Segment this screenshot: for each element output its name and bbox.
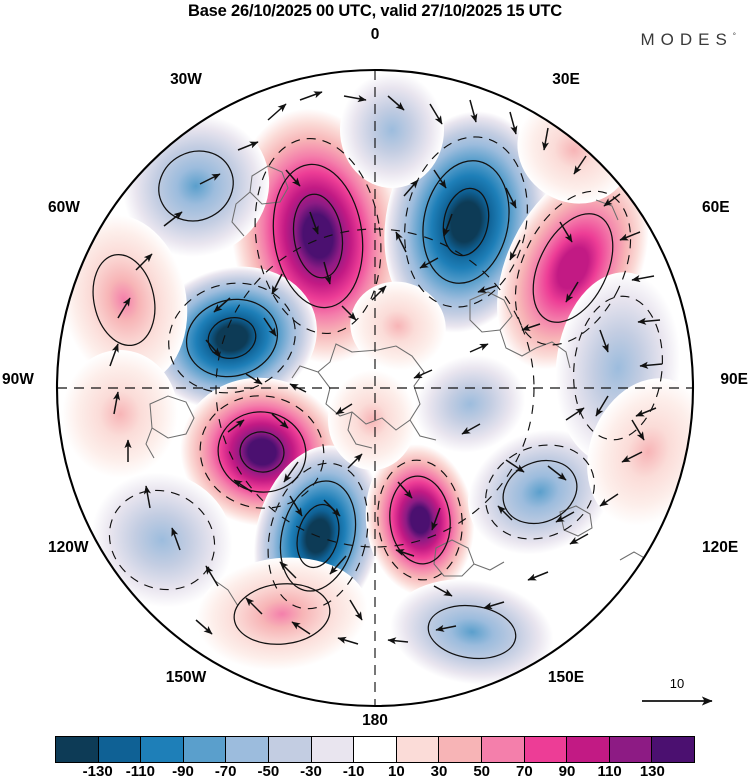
longitude-label-150W: 150W: [165, 669, 207, 686]
colorbar-cell-7: [354, 737, 397, 762]
colorbar-cell-0: [56, 737, 99, 762]
longitude-label-120W: 120W: [48, 539, 89, 556]
colorbar-cell-13: [609, 737, 653, 762]
chart-canvas: [55, 68, 695, 708]
colorbar-cell-10: [481, 737, 525, 762]
wind-vectors: [109, 91, 663, 645]
graticule: [57, 70, 693, 706]
colorbar-cell-2: [141, 737, 184, 762]
colorbar: [55, 736, 695, 763]
colorbar-tick-70: 70: [515, 763, 533, 780]
reference-arrow-icon: [642, 696, 713, 706]
colorbar-cell-11: [524, 737, 568, 762]
longitude-label-180: 180: [362, 712, 388, 729]
colorbar-tick--30: -30: [300, 763, 322, 780]
colorbar-cell-4: [226, 737, 269, 762]
polar-stereographic-chart: 0 30E 60E 90E 120E 150E 180 150W 120W 90W 60W 30W: [2, 26, 748, 729]
modes-logo: MODES°: [640, 30, 736, 50]
colorbar-ticks: -130 -110 -90 -70 -50 -30 -10 10 30 50 70 90 110 130: [55, 763, 695, 783]
longitude-label-60W: 60W: [48, 199, 80, 216]
modes-wordmark: MODES: [640, 30, 733, 49]
longitude-label-150E: 150E: [547, 669, 585, 686]
colorbar-cell-12: [567, 737, 610, 762]
contour-lines: [92, 150, 614, 660]
globe-outline: [55, 68, 695, 708]
colorbar-tick--70: -70: [214, 763, 237, 780]
colorbar-tick--90: -90: [172, 763, 194, 780]
reference-vector: 10: [640, 676, 736, 712]
longitude-label-90W: 90W: [2, 371, 34, 388]
longitude-label-60E: 60E: [702, 199, 730, 216]
colorbar-tick--110: -110: [125, 763, 155, 780]
colorbar-tick--50: -50: [257, 763, 280, 780]
colorbar-cell-8: [396, 737, 440, 762]
page-title: Base 26/10/2025 00 UTC, valid 27/10/2025…: [187, 2, 562, 20]
colorbar-tick--10: -10: [342, 763, 365, 780]
field-layer: [57, 70, 693, 706]
colorbar-cell-6: [311, 737, 355, 762]
longitude-label-120E: 120E: [702, 539, 739, 556]
colorbar-cell-9: [439, 737, 482, 762]
reference-vector-label: 10: [669, 676, 685, 691]
colorbar-tick--130: -130: [82, 763, 113, 780]
colorbar-tick-10: 10: [387, 763, 405, 780]
colorbar-cell-1: [98, 737, 142, 762]
colorbar-cell-3: [183, 737, 227, 762]
colorbar-cell-5: [268, 737, 312, 762]
anomaly-cells: [60, 72, 693, 685]
longitude-label-30W: 30W: [170, 71, 202, 88]
longitude-label-90E: 90E: [720, 371, 748, 388]
longitude-label-30E: 30E: [552, 71, 580, 88]
colorbar-cell-14: [652, 737, 694, 762]
colorbar-tick-50: 50: [473, 763, 490, 780]
colorbar-tick-110: 110: [597, 763, 622, 780]
colorbar-tick-90: 90: [558, 763, 576, 780]
longitude-label-0: 0: [370, 26, 380, 43]
colorbar-tick-130: 130: [639, 763, 665, 780]
colorbar-tick-30: 30: [430, 763, 448, 780]
registered-mark: °: [732, 31, 736, 41]
